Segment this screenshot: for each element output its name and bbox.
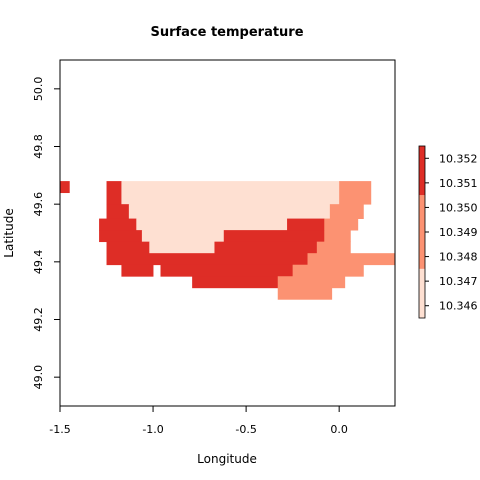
heatmap-cell bbox=[121, 181, 340, 205]
heatmap-cell bbox=[316, 241, 351, 254]
chart-title: Surface temperature bbox=[150, 25, 303, 40]
heatmap-cell bbox=[106, 253, 308, 266]
legend-color-block bbox=[419, 268, 425, 318]
heatmap-cell bbox=[292, 264, 364, 277]
heatmap-cell bbox=[214, 241, 318, 254]
heatmap-cell bbox=[60, 181, 70, 194]
heatmap-cell bbox=[121, 264, 154, 277]
legend-tick-label: 10.351 bbox=[439, 177, 478, 190]
heatmap-cell bbox=[99, 218, 137, 231]
x-tick-label: -1.0 bbox=[142, 423, 163, 436]
y-axis: 49.0 49.2 49.4 49.6 49.8 50.0 bbox=[32, 77, 61, 390]
heatmap-cell bbox=[339, 181, 372, 205]
y-tick-label: 50.0 bbox=[32, 77, 45, 102]
x-tick-label: -0.5 bbox=[235, 423, 256, 436]
legend-color-block bbox=[419, 146, 425, 196]
heatmap-cell bbox=[106, 204, 130, 219]
y-tick-label: 49.4 bbox=[32, 250, 45, 275]
legend-color-block bbox=[419, 195, 425, 269]
y-tick-label: 49.2 bbox=[32, 307, 45, 332]
heatmap-cell bbox=[136, 218, 288, 231]
legend-tick-label: 10.350 bbox=[439, 201, 478, 214]
heatmap-cell bbox=[324, 218, 359, 231]
y-tick-label: 49.6 bbox=[32, 192, 45, 217]
legend-tick-label: 10.346 bbox=[439, 300, 478, 313]
y-tick-label: 49.8 bbox=[32, 134, 45, 159]
x-tick-label: -1.5 bbox=[49, 423, 70, 436]
heatmap-cell bbox=[99, 230, 143, 243]
y-axis-label: Latitude bbox=[2, 208, 16, 257]
heatmap-cell bbox=[277, 287, 333, 300]
legend-tick-label: 10.348 bbox=[439, 251, 478, 264]
heatmap-cell bbox=[223, 230, 325, 243]
heatmap-cell bbox=[128, 204, 331, 219]
heatmap-cell bbox=[192, 276, 279, 289]
color-legend: 10.346 10.347 10.348 10.349 10.350 10.351 10.3… bbox=[418, 145, 478, 319]
heatmap-cell bbox=[149, 241, 215, 254]
heatmap-cell bbox=[106, 181, 122, 205]
heatmap-cell bbox=[106, 241, 150, 254]
heatmap-cell bbox=[141, 230, 225, 243]
legend-tick-label: 10.347 bbox=[439, 275, 478, 288]
heatmap-cell bbox=[277, 276, 346, 289]
heatmap-cell bbox=[307, 253, 396, 266]
legend-tick-label: 10.352 bbox=[439, 152, 478, 165]
x-axis-label: Longitude bbox=[197, 452, 257, 466]
heatmap-cell bbox=[287, 218, 325, 231]
x-axis: -1.5 -1.0 -0.5 0.0 bbox=[49, 405, 348, 436]
legend-tick-label: 10.349 bbox=[439, 226, 478, 239]
heatmap-cell bbox=[329, 204, 364, 219]
x-tick-label: 0.0 bbox=[330, 423, 348, 436]
heatmap-cells bbox=[60, 181, 396, 300]
heatmap-cell bbox=[160, 264, 294, 277]
y-tick-label: 49.0 bbox=[32, 365, 45, 390]
heatmap-cell bbox=[324, 230, 351, 243]
